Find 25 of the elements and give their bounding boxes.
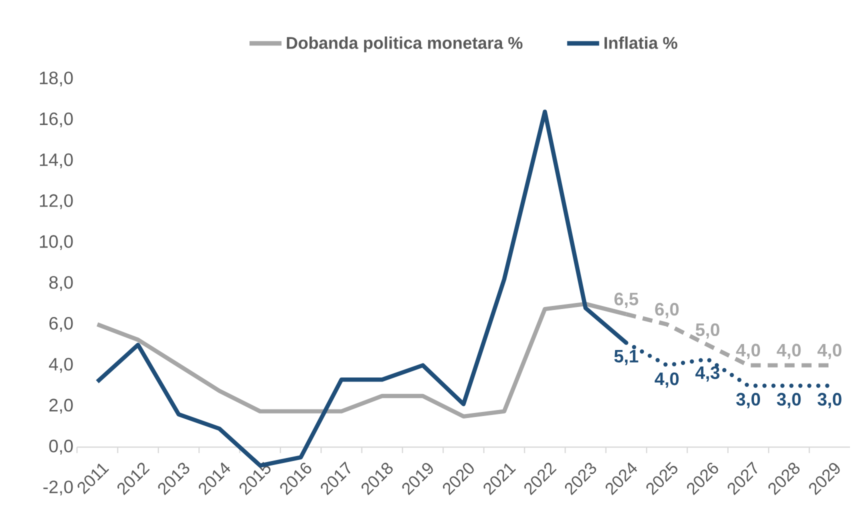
data-label: 4,0 xyxy=(736,344,760,360)
data-label: 3,0 xyxy=(776,392,801,408)
y-tick-label: 14,0 xyxy=(40,153,73,168)
y-tick-label: 4,0 xyxy=(48,358,73,373)
data-label: 6,0 xyxy=(655,302,679,318)
data-label: 4,0 xyxy=(654,372,679,388)
y-tick-label: -2,0 xyxy=(43,480,73,496)
y-tick-label: 12,0 xyxy=(40,194,73,210)
y-tick-label: 18,0 xyxy=(40,72,73,86)
data-label: 3,0 xyxy=(736,392,760,408)
data-label: 4,3 xyxy=(695,366,720,382)
data-label: 4,0 xyxy=(817,344,842,360)
y-tick-label: 16,0 xyxy=(40,112,73,128)
data-label: 5,0 xyxy=(696,323,720,339)
data-label: 6,5 xyxy=(614,292,638,308)
legend-label: Inflatia % xyxy=(604,36,678,49)
y-tick-label: 6,0 xyxy=(49,316,73,332)
data-label: 5,1 xyxy=(614,350,638,366)
y-tick-label: 2,0 xyxy=(49,398,73,414)
data-label: 3,0 xyxy=(818,392,842,408)
legend-label: Dobanda politica monetara % xyxy=(286,36,522,52)
y-tick-label: 0,0 xyxy=(49,440,73,455)
y-tick-label: 10,0 xyxy=(40,235,73,250)
data-label: 4,0 xyxy=(776,344,801,360)
y-tick-label: 8,0 xyxy=(49,276,73,291)
